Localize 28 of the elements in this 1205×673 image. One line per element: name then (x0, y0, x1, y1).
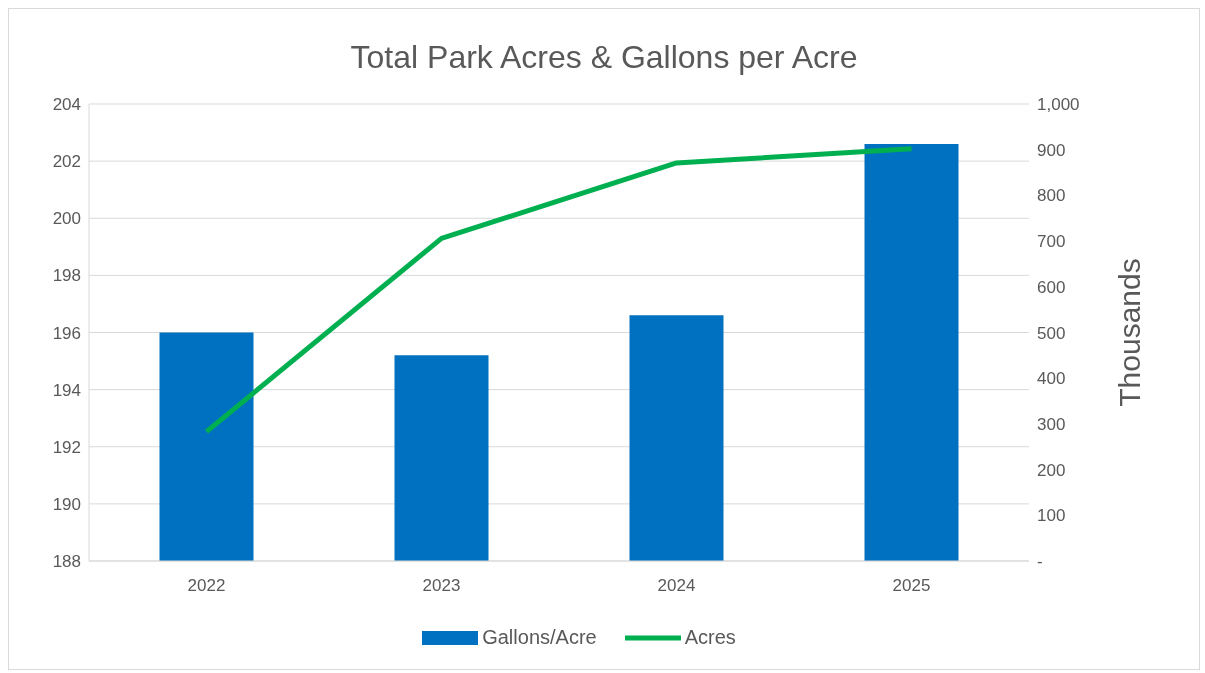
y2-tick-label: 400 (1037, 369, 1066, 389)
y-tick-label: 194 (52, 380, 81, 400)
y2-tick-label: - (1037, 552, 1043, 572)
legend-label: Acres (684, 626, 736, 649)
y-tick-label: 204 (52, 95, 81, 115)
y-tick-label: 200 (52, 209, 81, 229)
x-tick-label: 2025 (892, 576, 931, 596)
y-tick-label: 198 (52, 266, 81, 286)
y2-axis-title: Thousands (1112, 258, 1146, 407)
y2-tick-label: 300 (1037, 414, 1066, 434)
y2-tick-label: 1,000 (1037, 95, 1080, 115)
y2-tick-label: 900 (1037, 140, 1066, 160)
y2-tick-label: 100 (1037, 506, 1066, 526)
y-tick-label: 188 (52, 552, 81, 572)
chart-title: Total Park Acres & Gallons per Acre (349, 39, 859, 76)
y-tick-label: 190 (52, 494, 81, 514)
y2-tick-label: 200 (1037, 460, 1066, 480)
legend-label: Gallons/Acre (482, 626, 597, 649)
x-tick-label: 2023 (422, 576, 461, 596)
y-tick-label: 192 (52, 437, 81, 457)
x-tick-label: 2024 (657, 576, 696, 596)
y2-tick-label: 600 (1037, 277, 1066, 297)
y2-tick-label: 700 (1037, 232, 1066, 252)
y2-tick-label: 800 (1037, 186, 1066, 206)
y2-tick-label: 500 (1037, 323, 1066, 343)
y-tick-label: 202 (52, 152, 81, 172)
x-tick-label: 2022 (187, 576, 226, 596)
y-tick-label: 196 (52, 323, 81, 343)
